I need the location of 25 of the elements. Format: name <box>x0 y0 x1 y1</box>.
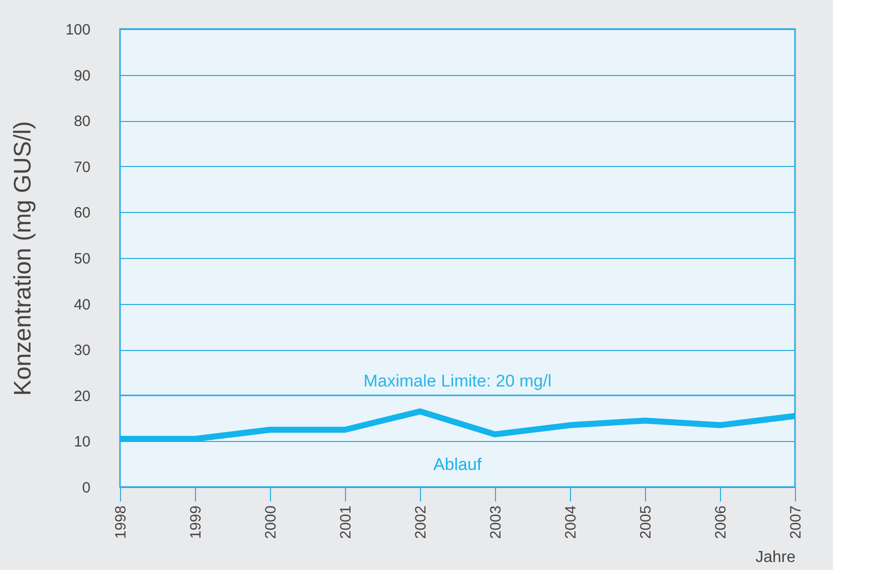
y-tick-label: 0 <box>82 480 90 496</box>
y-tick-label: 70 <box>74 158 90 176</box>
y-tick-label: 90 <box>74 67 90 84</box>
y-tick-label: 20 <box>74 388 90 405</box>
y-tick-label: 40 <box>74 296 90 314</box>
y-tick-label: 10 <box>74 434 90 451</box>
x-tick-label: 1999 <box>188 506 204 539</box>
x-tick-label: 2007 <box>788 506 804 539</box>
x-axis-title: Jahre <box>755 548 796 566</box>
x-tick-label: 2002 <box>412 506 430 539</box>
x-tick-label: 2001 <box>338 506 354 539</box>
x-tick-label: 2000 <box>262 506 280 539</box>
series-label: Ablauf <box>433 455 482 474</box>
x-tick-label: 2004 <box>562 506 580 539</box>
y-tick-label: 30 <box>74 342 90 360</box>
y-tick-label: 80 <box>74 113 90 130</box>
y-tick-label: 100 <box>65 22 90 38</box>
x-tick-label: 2003 <box>488 506 504 539</box>
y-tick-label: 60 <box>74 204 90 222</box>
x-tick-label: 2005 <box>638 506 654 539</box>
ref-line-label: Maximale Limite: 20 mg/l <box>363 371 552 390</box>
y-axis-title: Konzentration (mg GUS/l) <box>9 121 36 396</box>
x-tick-label: 2006 <box>712 506 730 539</box>
x-tick-label: 1998 <box>112 506 130 539</box>
y-tick-label: 50 <box>74 250 90 268</box>
